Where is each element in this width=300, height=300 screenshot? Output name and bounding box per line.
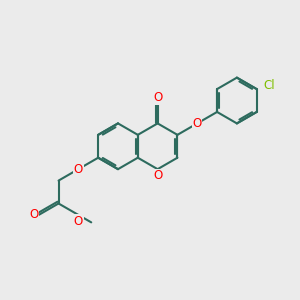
- Text: O: O: [74, 215, 83, 228]
- Text: O: O: [193, 117, 202, 130]
- Text: Cl: Cl: [264, 79, 275, 92]
- Text: O: O: [153, 91, 162, 104]
- Text: O: O: [153, 169, 162, 182]
- Text: O: O: [74, 163, 83, 176]
- Text: O: O: [29, 208, 39, 221]
